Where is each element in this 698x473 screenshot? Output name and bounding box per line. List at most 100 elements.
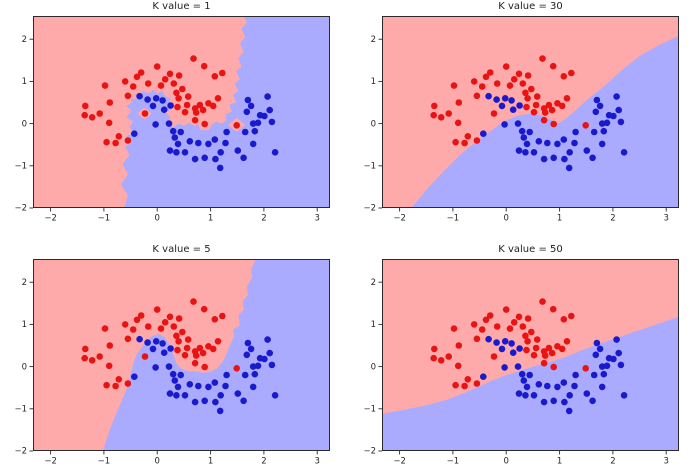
data-point-blue (251, 370, 259, 378)
y-tick-label: 0 (371, 119, 376, 129)
data-point-blue (514, 363, 522, 370)
data-point-blue (216, 407, 224, 415)
data-point-blue (211, 379, 219, 386)
data-point-blue (177, 128, 184, 136)
data-point-blue (271, 149, 279, 156)
x-tick-label: 0 (503, 457, 508, 467)
data-point-red (214, 95, 222, 102)
data-point-red (219, 312, 226, 320)
subplot-title-k50: K value = 50 (498, 244, 563, 255)
data-point-blue (561, 155, 568, 163)
data-point-blue (508, 97, 515, 104)
data-point-blue (211, 136, 219, 143)
data-point-blue (169, 127, 177, 135)
y-tick-label: −1 (14, 162, 27, 172)
data-point-blue (234, 390, 242, 397)
decision-region-blue (102, 259, 331, 451)
data-point-blue (501, 95, 509, 102)
data-point-blue (191, 155, 199, 163)
data-point-blue (201, 397, 208, 405)
data-point-red (184, 336, 192, 343)
data-point-red (170, 323, 178, 330)
data-point-red (582, 365, 589, 372)
data-point-red (200, 305, 208, 313)
data-point-red (502, 306, 510, 313)
data-point-red (105, 362, 113, 370)
data-point-red (490, 110, 498, 117)
data-point-red (515, 313, 523, 321)
data-point-blue (593, 96, 601, 104)
data-point-red (550, 363, 557, 371)
data-point-blue (166, 390, 174, 397)
data-point-red (175, 315, 183, 322)
data-point-blue (149, 102, 157, 110)
data-point-red (445, 353, 452, 360)
data-point-red (179, 328, 186, 336)
data-point-red (166, 313, 174, 321)
data-point-blue (181, 149, 189, 156)
data-point-red (201, 363, 208, 371)
data-point-red (482, 316, 490, 324)
data-point-red (430, 354, 437, 362)
data-point-red (454, 362, 462, 370)
data-point-blue (240, 397, 247, 405)
data-point-red (493, 80, 501, 87)
data-point-blue (589, 397, 596, 405)
data-point-red (166, 70, 174, 78)
data-point-blue (217, 392, 224, 399)
data-point-blue (152, 95, 160, 102)
data-point-red (450, 325, 458, 332)
data-point-blue (186, 138, 194, 145)
data-point-red (530, 351, 538, 359)
y-tick-label: 0 (22, 119, 27, 129)
data-point-blue (243, 108, 251, 116)
data-point-blue (240, 154, 247, 162)
data-point-blue (583, 147, 591, 154)
data-point-blue (615, 349, 622, 357)
data-point-blue (271, 392, 279, 399)
data-point-red (101, 325, 109, 332)
data-point-blue (514, 120, 522, 127)
data-point-red (524, 72, 532, 79)
data-point-red (437, 357, 445, 364)
data-point-blue (234, 147, 242, 154)
data-point-blue (550, 397, 557, 405)
data-point-red (582, 122, 589, 129)
data-point-red (515, 70, 523, 78)
x-tick-label: 0 (154, 457, 159, 467)
y-tick-label: 1 (22, 77, 27, 87)
data-point-blue (516, 345, 523, 352)
x-tick-label: 1 (208, 457, 213, 467)
data-point-blue (493, 96, 500, 103)
data-point-red (473, 380, 481, 387)
data-point-red (112, 382, 119, 390)
data-point-red (470, 321, 478, 328)
y-tick-label: 2 (371, 278, 376, 288)
data-point-red (445, 110, 452, 117)
data-point-red (112, 139, 119, 147)
y-tick-label: 2 (22, 278, 27, 288)
data-point-red (211, 316, 219, 323)
data-point-blue (572, 371, 579, 379)
data-point-red (192, 109, 200, 116)
data-point-red (490, 353, 498, 360)
y-tick-label: −1 (363, 405, 376, 415)
axes-spines (382, 16, 679, 208)
data-point-blue (261, 112, 268, 120)
data-point-red (532, 101, 540, 109)
data-point-red (219, 69, 226, 77)
data-point-red (478, 83, 486, 90)
y-tick-label: 0 (371, 362, 376, 372)
subplot-k50: K value = 50 −2 −1 0 1 2 3 2 1 0 −1 −2 (363, 244, 679, 467)
data-point-blue (160, 349, 168, 356)
data-point-blue (244, 339, 252, 347)
y-tick-label: 1 (22, 320, 27, 330)
data-point-blue (152, 338, 160, 345)
data-point-blue (171, 134, 179, 141)
data-point-blue (165, 363, 173, 370)
data-point-blue (249, 140, 257, 148)
data-point-blue (515, 390, 523, 397)
data-point-red (532, 344, 540, 352)
data-point-red (233, 122, 240, 129)
data-point-red (199, 106, 207, 114)
